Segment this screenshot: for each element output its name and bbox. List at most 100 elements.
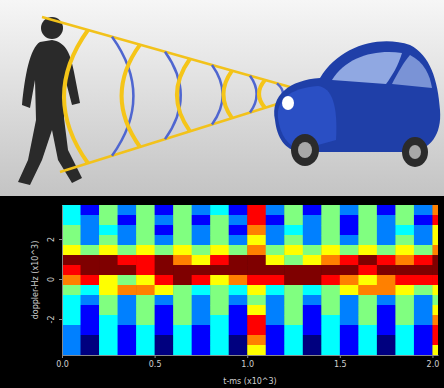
x-axis: 0.00.51.01.52.0 [56,355,439,369]
heatmap-cell [303,305,322,316]
x-tick-mark [155,355,156,358]
car-window [332,52,402,84]
heatmap-cell [173,325,192,336]
heatmap-cell [321,265,340,276]
heatmap-cell [81,275,100,286]
heatmap-cell [377,275,396,286]
heatmap-cell [432,255,438,266]
heatmap-cell [395,215,414,226]
heatmap-cell [62,335,81,346]
heatmap-cell [340,245,359,256]
heatmap-cell [414,315,433,326]
heatmap-cell [414,325,433,336]
heatmap-cell [229,255,248,266]
heatmap-cell [81,235,100,246]
heatmap-cell [210,205,229,216]
heatmap-cell [118,265,137,276]
heatmap-cell [395,315,414,326]
heatmap-cell [192,245,211,256]
heatmap-cell [266,345,285,355]
heatmap-cell [321,255,340,266]
y-axis: -202 [47,206,63,356]
heatmap-cell [155,345,174,355]
radar-wave [122,45,140,147]
heatmap-cell [284,235,303,246]
heatmap-cell [192,265,211,276]
heatmap-cell [377,235,396,246]
heatmap-cell [192,215,211,226]
heatmap-cell [99,245,118,256]
heatmap-cell [358,305,377,316]
heatmap-cell [377,315,396,326]
heatmap-cell [136,255,155,266]
heatmap-cell [155,265,174,276]
heatmap-cell [321,305,340,316]
heatmap-cell [210,285,229,296]
heatmap-cell [340,315,359,326]
x-tick-mark [247,355,248,358]
heatmap-cell [266,245,285,256]
heatmap-cell [247,275,266,286]
heatmap-cell [395,335,414,346]
heatmap-cell [340,235,359,246]
heatmap-cell [192,325,211,336]
heatmap-cell [210,255,229,266]
heatmap-cell [414,225,433,236]
heatmap-cell [81,225,100,236]
heatmap-cell [395,285,414,296]
x-tick-label: 0.0 [56,360,69,369]
heatmap-cell [340,325,359,336]
radar-wave [64,30,88,163]
illustration [0,0,444,196]
car-wheel [402,137,428,167]
heatmap-cell [81,255,100,266]
heatmap-cell [321,275,340,286]
heatmap-cell [321,325,340,336]
heatmap-cell [340,305,359,316]
heatmap-cell [432,305,438,316]
heatmap-cell [118,245,137,256]
heatmap-cell [266,295,285,306]
heatmap-cell [81,245,100,256]
heatmap-cell [210,315,229,326]
heatmap-cell [358,225,377,236]
heatmap-cell [303,265,322,276]
heatmap-cell [155,325,174,336]
heatmap-cell [414,245,433,256]
heatmap-cell [284,295,303,306]
heatmap-cell [136,275,155,286]
heatmap-cell [173,225,192,236]
heatmap-cell [284,315,303,326]
heatmap-cell [340,345,359,355]
heatmap-cell [414,205,433,216]
x-tick: 0.0 [56,355,69,369]
heatmap-cell [99,275,118,286]
heatmap-cell [118,305,137,316]
y-tick-label: 2 [47,237,56,242]
heatmap-cell [340,295,359,306]
heatmap-cell [247,235,266,246]
x-tick-label: 2.0 [427,360,440,369]
heatmap-cell [210,245,229,256]
heatmap-cell [377,285,396,296]
heatmap-cell [340,275,359,286]
heatmap-cell [395,295,414,306]
heatmap-cell [321,285,340,296]
heatmap-cell [340,265,359,276]
heatmap-cell [414,215,433,226]
heatmap-cell [303,335,322,346]
heatmap-cell [210,305,229,316]
heatmap-cell [358,345,377,355]
heatmap-cell [192,295,211,306]
heatmap-cell [414,265,433,276]
heatmap-cell [81,305,100,316]
heatmap-cell [414,285,433,296]
heatmap-cell [62,225,81,236]
heatmap-cell [432,295,438,306]
heatmap-cell [155,285,174,296]
heatmap-cell [192,205,211,216]
heatmap-cell [62,215,81,226]
heatmap-cell [321,345,340,355]
heatmap-cell [247,215,266,226]
heatmap-cell [266,285,285,296]
